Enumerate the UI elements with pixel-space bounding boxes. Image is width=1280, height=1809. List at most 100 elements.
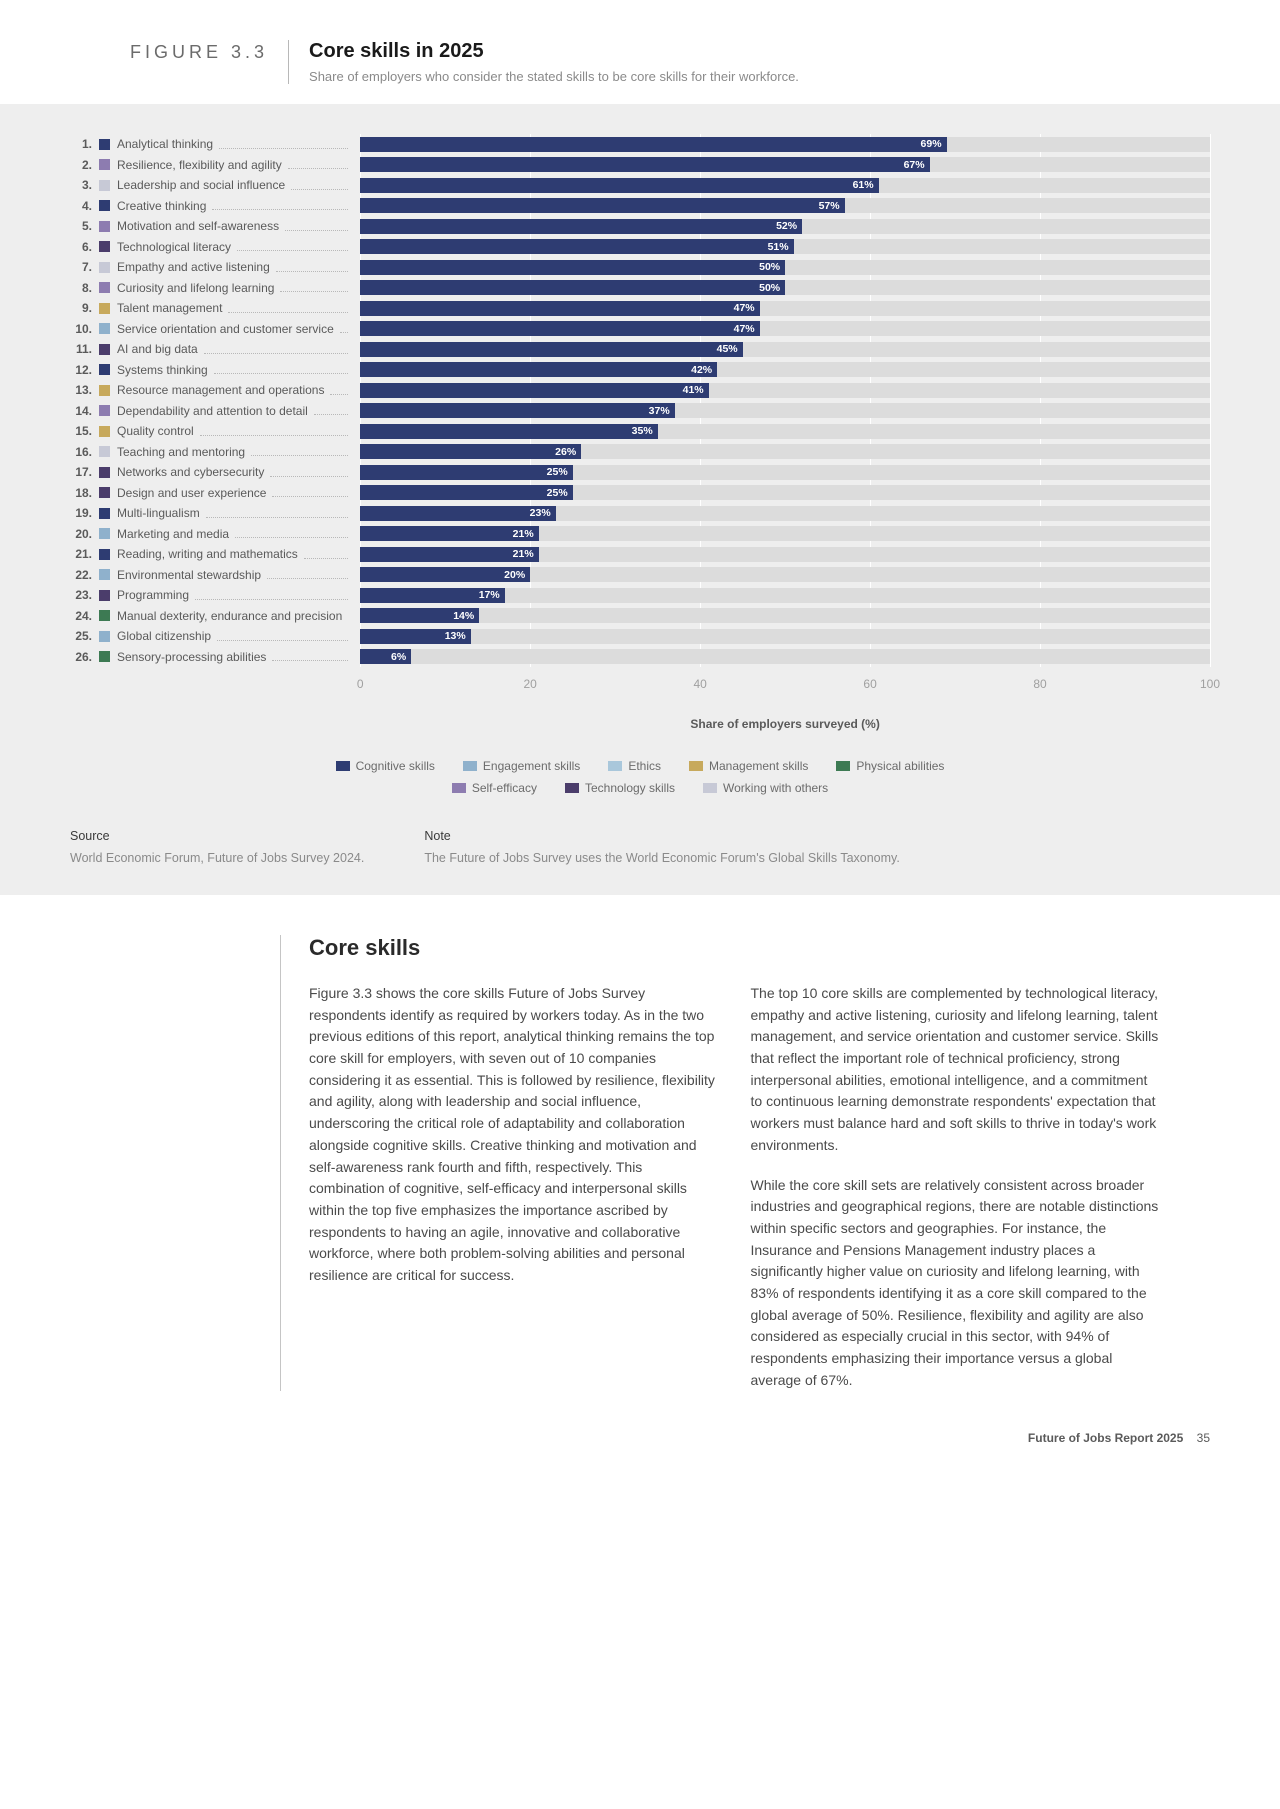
skill-label: AI and big data	[117, 342, 198, 356]
leader-dots	[285, 230, 348, 231]
skill-label: Global citizenship	[117, 629, 211, 643]
category-swatch	[99, 610, 110, 621]
skill-label: Technological literacy	[117, 240, 231, 254]
leader-dots	[206, 517, 349, 518]
bar-fill: 47%	[360, 321, 759, 336]
skill-label-row: 3.Leadership and social influence	[70, 175, 348, 196]
body-paragraph: While the core skill sets are relatively…	[751, 1175, 1161, 1392]
skill-label-row: 17.Networks and cybersecurity	[70, 462, 348, 483]
bar-track: 21%	[360, 526, 1210, 541]
category-swatch	[99, 385, 110, 396]
bar-value: 13%	[445, 630, 466, 642]
bar-track: 13%	[360, 629, 1210, 644]
bar-fill: 52%	[360, 219, 802, 234]
legend-label: Self-efficacy	[472, 781, 537, 795]
bar-value: 37%	[649, 405, 670, 417]
skill-label-row: 1.Analytical thinking	[70, 134, 348, 155]
bar-track: 26%	[360, 444, 1210, 459]
rank: 10.	[70, 322, 92, 336]
rank: 7.	[70, 260, 92, 274]
rank: 26.	[70, 650, 92, 664]
skill-label: Leadership and social influence	[117, 178, 285, 192]
body-paragraph: Figure 3.3 shows the core skills Future …	[309, 983, 719, 1287]
body-text-section: Core skills Figure 3.3 shows the core sk…	[0, 895, 1280, 1411]
bar-track: 50%	[360, 280, 1210, 295]
figure-meta: Source World Economic Forum, Future of J…	[70, 829, 1210, 865]
source-label: Source	[70, 829, 364, 843]
skill-label-row: 12.Systems thinking	[70, 360, 348, 381]
rank: 16.	[70, 445, 92, 459]
bar-fill: 21%	[360, 547, 538, 562]
bar-value: 23%	[530, 507, 551, 519]
x-tick: 20	[524, 677, 537, 691]
skill-label: Service orientation and customer service	[117, 322, 334, 336]
bar-value: 6%	[391, 651, 406, 663]
category-swatch	[99, 405, 110, 416]
bar-value: 25%	[547, 487, 568, 499]
skill-label: Manual dexterity, endurance and precisio…	[117, 609, 342, 623]
bar-fill: 61%	[360, 178, 878, 193]
bar-track: 57%	[360, 198, 1210, 213]
category-swatch	[99, 528, 110, 539]
leader-dots	[200, 435, 349, 436]
leader-dots	[212, 209, 348, 210]
bar-value: 47%	[734, 323, 755, 335]
legend-item: Ethics	[608, 759, 661, 773]
rank: 18.	[70, 486, 92, 500]
bar-value: 67%	[904, 159, 925, 171]
bar-value: 17%	[479, 589, 500, 601]
category-swatch	[99, 549, 110, 560]
legend-swatch	[565, 783, 579, 793]
bar-fill: 67%	[360, 157, 929, 172]
bar-track: 50%	[360, 260, 1210, 275]
x-tick: 0	[357, 677, 364, 691]
category-swatch	[99, 303, 110, 314]
legend-item: Working with others	[703, 781, 828, 795]
bar-value: 42%	[691, 364, 712, 376]
category-swatch	[99, 446, 110, 457]
skill-label: Sensory-processing abilities	[117, 650, 266, 664]
leader-dots	[235, 537, 348, 538]
bar-track: 41%	[360, 383, 1210, 398]
rank: 20.	[70, 527, 92, 541]
bar-fill: 25%	[360, 465, 572, 480]
bar-value: 20%	[504, 569, 525, 581]
skill-label-row: 14.Dependability and attention to detail	[70, 401, 348, 422]
leader-dots	[288, 168, 349, 169]
leader-dots	[251, 455, 348, 456]
skill-label: Design and user experience	[117, 486, 266, 500]
category-swatch	[99, 569, 110, 580]
rank: 24.	[70, 609, 92, 623]
skill-label-row: 26. Sensory-processing abilities	[70, 647, 348, 668]
bar-fill: 50%	[360, 280, 785, 295]
bar-track: 47%	[360, 301, 1210, 316]
bar-track: 67%	[360, 157, 1210, 172]
category-swatch	[99, 508, 110, 519]
bar-track: 45%	[360, 342, 1210, 357]
bar-track: 42%	[360, 362, 1210, 377]
y-labels-column: 1.Analytical thinking2.Resilience, flexi…	[70, 134, 360, 731]
category-swatch	[99, 200, 110, 211]
bar-value: 26%	[555, 446, 576, 458]
skill-label-row: 9.Talent management	[70, 298, 348, 319]
x-tick: 80	[1033, 677, 1046, 691]
rank: 12.	[70, 363, 92, 377]
bar-value: 14%	[453, 610, 474, 622]
bar-value: 21%	[513, 528, 534, 540]
body-divider	[280, 935, 281, 1391]
bar-track: 25%	[360, 465, 1210, 480]
skill-label: Environmental stewardship	[117, 568, 261, 582]
skill-label-row: 25.Global citizenship	[70, 626, 348, 647]
page-footer: Future of Jobs Report 2025 35	[0, 1411, 1280, 1445]
bar-track: 14%	[360, 608, 1210, 623]
skill-label-row: 13.Resource management and operations	[70, 380, 348, 401]
bar-track: 35%	[360, 424, 1210, 439]
legend: Cognitive skillsEngagement skillsEthicsM…	[290, 759, 990, 795]
leader-dots	[267, 578, 348, 579]
header-divider	[288, 40, 289, 84]
legend-item: Self-efficacy	[452, 781, 537, 795]
legend-swatch	[836, 761, 850, 771]
category-swatch	[99, 344, 110, 355]
category-swatch	[99, 651, 110, 662]
skill-label-row: 24. Manual dexterity, endurance and preci…	[70, 606, 348, 627]
